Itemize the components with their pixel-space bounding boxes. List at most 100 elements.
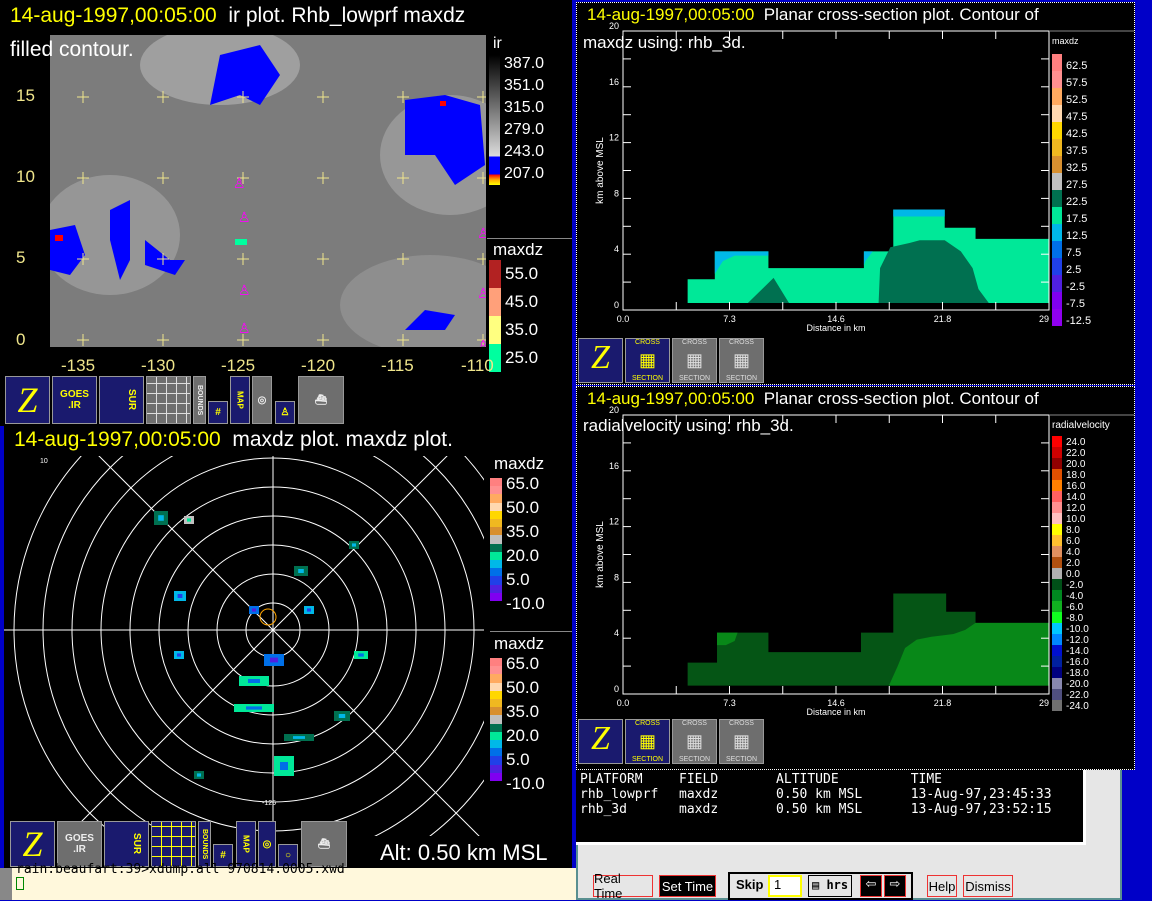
skip-value-input[interactable]: 1: [768, 875, 802, 897]
bounds-icon[interactable]: BOUNDS: [198, 821, 211, 867]
cross-section-button[interactable]: CROSS ▦ SECTION: [625, 338, 670, 383]
set-time-button[interactable]: Set Time: [659, 875, 716, 897]
grid-radar-icon[interactable]: [151, 821, 196, 867]
circle-icon[interactable]: ○: [278, 844, 298, 867]
range-rings-icon[interactable]: ◎: [258, 821, 276, 867]
colorbar-value: 57.5: [1066, 77, 1087, 89]
terminal-window[interactable]: rain:beaufart:39>xdump.all 970814.0005.x…: [0, 862, 576, 900]
xsec-maxdz-title: 14-aug-1997,00:05:00 Planar cross-sectio…: [587, 5, 1039, 25]
buoy-marker-icon: ♙: [477, 225, 486, 241]
step-back-button[interactable]: ⇦: [860, 875, 882, 897]
lat-lon-crosshair: [157, 91, 169, 103]
colorbar-value: 6.0: [1066, 536, 1080, 547]
colorbar-value: -20.0: [1066, 679, 1089, 690]
colorbar-swatch: [1052, 458, 1062, 469]
z-logo-icon[interactable]: Z: [10, 821, 55, 867]
colorbar-value: 14.0: [1066, 492, 1086, 503]
colorbar-value: 52.5: [1066, 94, 1087, 106]
x-tick-label: 0.0: [617, 314, 630, 324]
radar-toolbar: Z GOES .IR SUR BOUNDS # MAP ◎ ○ ⛴: [10, 821, 355, 867]
xsec-maxdz-title-text: Planar cross-section plot. Contour of: [763, 5, 1039, 24]
xsec-velocity-chart[interactable]: 20 16 12 8 4 0 0.0 7.3 14.6 21.8 29 Distance in km k…: [577, 387, 1135, 722]
colorbar-value: 18.0: [1066, 470, 1086, 481]
dismiss-button[interactable]: Dismiss: [963, 875, 1013, 897]
goes-ir-icon[interactable]: GOES .IR: [52, 376, 97, 424]
cross-section-button[interactable]: CROSS ▦ SECTION: [672, 719, 717, 764]
grid-icon[interactable]: #: [213, 844, 233, 867]
colorbar-swatch: [490, 658, 502, 667]
colorbar-value: -4.0: [1066, 591, 1084, 602]
z-logo-icon[interactable]: Z: [5, 376, 50, 424]
lat-lon-crosshair: [477, 253, 486, 265]
colorbar-value: 47.5: [1066, 111, 1087, 123]
buoy-marker-icon: ♙: [238, 209, 251, 225]
grid-radar-icon[interactable]: [146, 376, 191, 424]
step-forward-button[interactable]: ⇨: [884, 875, 906, 897]
y-axis-label: km above MSL: [595, 137, 606, 204]
status-table-row: rhb_lowprf maxdz 0.50 km MSL 13-Aug-97,23:4…: [580, 787, 1079, 802]
cross-label: CROSS: [682, 339, 707, 346]
lat-lon-crosshair: [237, 172, 249, 184]
colorbar-swatch: [1052, 623, 1062, 634]
section-label: SECTION: [725, 756, 758, 763]
real-time-button[interactable]: Real Time: [593, 871, 653, 901]
status-table-cell: 13-Aug-97,23:45:33: [910, 787, 1052, 802]
xsec-vel-title: 14-aug-1997,00:05:00 Planar cross-sectio…: [587, 389, 1039, 409]
colorbar-swatch: [1052, 469, 1062, 480]
ship-icon[interactable]: ⛴: [298, 376, 344, 424]
map-label: MAP: [235, 391, 245, 409]
y-tick-label: 8: [614, 572, 619, 582]
radar-colorbar-value: 65.0: [506, 474, 540, 493]
z-logo-icon[interactable]: Z: [578, 719, 623, 764]
bounds-icon[interactable]: BOUNDS: [193, 376, 206, 424]
sur-radar-icon[interactable]: SUR: [104, 821, 149, 867]
z-logo-icon[interactable]: Z: [578, 338, 623, 383]
radar-echo-core: [352, 543, 356, 547]
radar-colorbar-value: 5.0: [506, 750, 530, 769]
colorbar-swatch: [489, 344, 501, 372]
ir-satellite-image[interactable]: ♙ ♙ ♙ ♙ ♙ ♙ ♙: [50, 35, 486, 347]
ir-maxdz-colorbar-row: 25.0: [489, 344, 543, 372]
radar-ppi-display[interactable]: [4, 456, 484, 836]
colorbar-swatch: [1052, 88, 1062, 105]
colorbar-swatch: [1052, 173, 1062, 190]
range-rings-icon[interactable]: ◎: [252, 376, 272, 424]
y-tick-label: 16: [609, 461, 619, 471]
help-button[interactable]: Help: [927, 875, 957, 897]
buoy-icon[interactable]: ♙: [275, 401, 295, 424]
ir-colorbar-value: 351.0: [504, 77, 545, 94]
status-table-cell: 0.50 km MSL: [776, 787, 863, 802]
radar-colorbar-lower: maxdz 65.0 50.0 35.0 20.0 5.0 -10.0: [490, 634, 545, 794]
colorbar-swatch: [490, 535, 502, 544]
radar-colorbar-value: 35.0: [506, 702, 540, 721]
cross-section-button[interactable]: CROSS ▦ SECTION: [719, 338, 764, 383]
ir-colorbar-value: 207.0: [504, 165, 545, 182]
colorbar-swatch: [490, 682, 502, 691]
cross-section-button[interactable]: CROSS ▦ SECTION: [625, 719, 670, 764]
colorbar-swatch: [489, 288, 501, 316]
radar-echo-core: [270, 657, 278, 663]
radar-echo-core: [358, 653, 364, 657]
colorbar-swatch: [490, 486, 502, 495]
units-selector[interactable]: ▤ hrs: [808, 875, 853, 897]
buoy-marker-icon: ♙: [233, 175, 246, 191]
sur-radar-icon[interactable]: SUR: [99, 376, 144, 424]
grid-icon[interactable]: #: [208, 401, 228, 424]
ship-icon[interactable]: ⛴: [301, 821, 347, 867]
cross-section-button[interactable]: CROSS ▦ SECTION: [719, 719, 764, 764]
buoy-marker-icon: ♙: [477, 337, 486, 347]
x-axis-label: Distance in km: [806, 323, 865, 333]
ir-maxdz-colorbar-value: 25.0: [505, 348, 539, 367]
colorbar-swatch: [1052, 122, 1062, 139]
colorbar-swatch: [1052, 207, 1062, 224]
xsec-maxdz-chart[interactable]: 20 16 12 8 4 0 0.0 7.3 14.6 21.8 29 Distance in km k…: [577, 3, 1135, 338]
goes-ir-icon[interactable]: GOES .IR: [57, 821, 102, 867]
lat-lon-crosshair: [77, 334, 89, 346]
ir-plot-subtitle: filled contour.: [10, 38, 134, 61]
map-icon[interactable]: MAP: [230, 376, 250, 424]
colorbar-value: 24.0: [1066, 437, 1086, 448]
colorbar-value: 12.5: [1066, 230, 1087, 242]
cross-section-button[interactable]: CROSS ▦ SECTION: [672, 338, 717, 383]
map-icon[interactable]: MAP: [236, 821, 256, 867]
status-table-header-cell: ALTITUDE: [776, 772, 839, 787]
